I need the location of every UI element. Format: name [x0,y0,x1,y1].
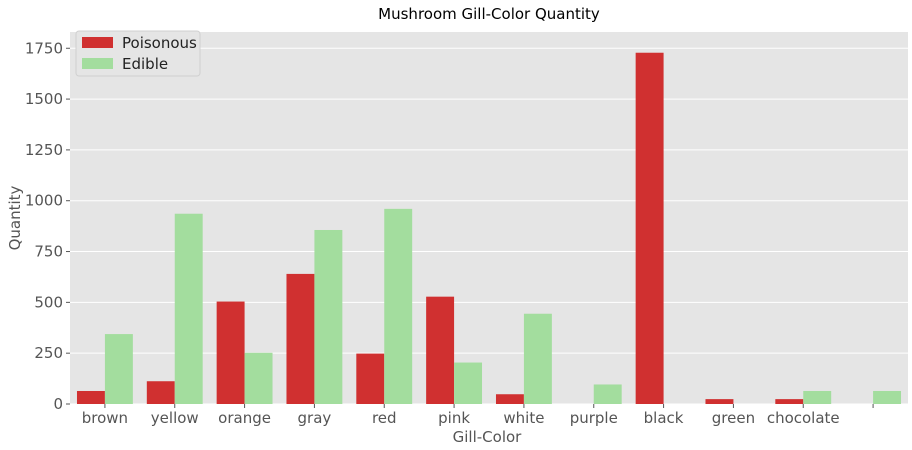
y-tick-label: 1000 [25,192,63,210]
bar-poisonous-yellow [146,381,175,404]
bar-edible-brown [104,334,133,404]
legend-label-poisonous: Poisonous [122,34,197,52]
chart-title: Mushroom Gill-Color Quantity [378,5,600,23]
bar-poisonous-pink [426,296,455,404]
bar-poisonous-white [495,394,524,404]
y-tick-label: 500 [34,293,63,311]
y-tick-label: 0 [53,395,63,413]
grid-lines [70,47,908,405]
bar-edible-purple [593,384,622,404]
legend-label-edible: Edible [122,55,168,73]
bar-poisonous-brown [76,390,105,404]
x-axis-ticks: brown yellow orange gray red pink white purple b… [82,404,874,427]
x-tick-label: brown [82,409,128,427]
bars [76,52,902,404]
legend-swatch-edible [82,58,113,69]
bar-edible-yellow [174,213,203,404]
x-tick-label: purple [570,409,618,427]
y-tick-label: 1500 [25,90,63,108]
bar-edible-chocolate [803,390,832,404]
x-tick-label: green [712,409,755,427]
bar-edible-white [523,313,552,404]
bar-poisonous-black [635,52,664,404]
legend: Poisonous Edible [75,30,201,77]
bar-edible-gray [314,229,343,404]
plot-background [70,32,908,404]
bar-edible-unlabeled [873,390,902,404]
bar-poisonous-red [356,353,385,404]
y-tick-label: 250 [34,344,63,362]
bar-poisonous-orange [216,301,245,404]
y-axis-label: Quantity [6,185,24,250]
x-tick-label: chocolate [767,409,840,427]
y-tick-label: 1250 [25,141,63,159]
x-tick-label: gray [298,409,332,427]
bar-edible-pink [454,362,483,404]
x-tick-label: orange [218,409,271,427]
x-tick-label: yellow [151,409,199,427]
bar-edible-red [384,208,413,404]
x-tick-label: pink [438,409,470,427]
bar-poisonous-gray [286,273,315,404]
x-tick-label: red [372,409,397,427]
legend-swatch-poisonous [82,37,113,48]
y-tick-label: 750 [34,243,63,261]
y-tick-label: 1750 [25,39,63,57]
bar-poisonous-chocolate [775,399,804,404]
y-axis-ticks: 0 250 500 750 1000 1250 1500 1750 [25,39,70,413]
x-tick-label: white [503,409,544,427]
bar-edible-orange [244,352,273,404]
x-tick-label: black [644,409,684,427]
bar-poisonous-green [705,399,734,404]
x-axis-label: Gill-Color [453,428,523,446]
